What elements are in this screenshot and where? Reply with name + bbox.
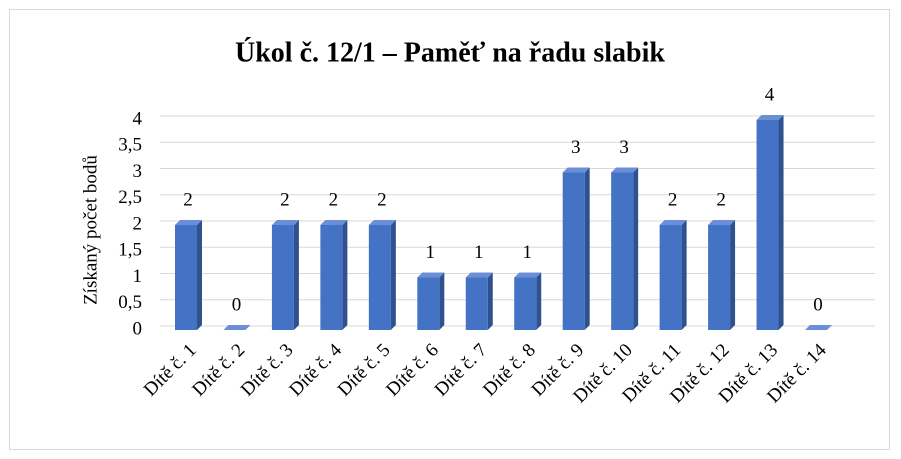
bar-top <box>223 325 251 330</box>
data-label: 2 <box>668 189 678 210</box>
bar-front <box>271 225 294 330</box>
data-label: 3 <box>571 137 581 158</box>
bar-side <box>390 220 396 330</box>
bar-front <box>175 225 197 330</box>
bar <box>514 272 542 330</box>
y-tick-label: 3,5 <box>118 135 142 156</box>
data-label: 4 <box>765 84 775 105</box>
bar <box>320 220 348 330</box>
bar-front <box>368 225 391 330</box>
bar-side <box>487 272 493 330</box>
bar-side <box>536 272 542 330</box>
bar-front <box>514 277 537 330</box>
bar <box>659 220 687 330</box>
bar <box>271 220 299 330</box>
data-label: 2 <box>377 189 387 210</box>
bar-front <box>611 172 634 330</box>
bar-top <box>320 220 348 225</box>
bar-top <box>417 272 445 278</box>
bar-front <box>417 277 440 330</box>
bar <box>465 272 493 330</box>
data-label: 2 <box>716 189 726 210</box>
bar-front <box>708 225 731 330</box>
data-label: 1 <box>426 242 436 263</box>
data-label: 0 <box>232 294 242 315</box>
data-label: 2 <box>183 189 193 210</box>
bar-top <box>805 325 832 330</box>
bar <box>708 220 736 330</box>
bar <box>805 325 832 330</box>
bar-front <box>465 277 488 330</box>
y-tick-label: 1 <box>133 266 143 287</box>
bar-top <box>271 220 299 225</box>
bar-top <box>708 220 736 225</box>
y-tick-label: 2 <box>133 213 143 234</box>
bar <box>223 325 251 330</box>
bar-front <box>756 120 779 330</box>
bar <box>611 167 639 330</box>
bar-side <box>342 220 348 330</box>
bar-top <box>465 272 493 278</box>
bar <box>562 167 590 330</box>
bar-top <box>514 272 542 278</box>
y-tick-label: 4 <box>133 108 143 129</box>
bar-front <box>659 225 682 330</box>
bar-top <box>659 220 687 225</box>
y-tick-label: 3 <box>133 161 143 182</box>
bar-side <box>197 220 202 330</box>
bar-front <box>562 172 585 330</box>
bar-top <box>756 115 784 120</box>
bar-front <box>320 225 343 330</box>
bar-side <box>730 220 736 330</box>
bar-top <box>611 167 639 173</box>
y-tick-label: 0 <box>133 318 143 339</box>
bar-side <box>681 220 687 330</box>
data-label: 0 <box>813 294 823 315</box>
data-label: 2 <box>280 189 290 210</box>
bar-side <box>778 115 784 330</box>
chart-border <box>9 9 890 450</box>
y-tick-label: 0,5 <box>118 292 142 313</box>
bar <box>417 272 445 330</box>
data-label: 1 <box>474 242 484 263</box>
y-axis-title: Získaný počet bodů <box>80 155 101 305</box>
data-label: 3 <box>619 137 629 158</box>
bar-top <box>562 167 590 173</box>
bar-side <box>439 272 445 330</box>
bar-side <box>584 167 590 330</box>
bar <box>368 220 396 330</box>
bar <box>756 115 784 330</box>
y-tick-label: 2,5 <box>118 187 142 208</box>
bar-side <box>633 167 639 330</box>
bar-top <box>368 220 396 225</box>
chart-title: Úkol č. 12/1 – Paměť na řadu slabik <box>235 37 665 68</box>
bar-top <box>175 220 202 225</box>
y-tick-label: 1,5 <box>118 240 142 261</box>
bar-side <box>293 220 299 330</box>
data-label: 2 <box>329 189 339 210</box>
bar <box>175 220 202 330</box>
data-label: 1 <box>522 242 532 263</box>
